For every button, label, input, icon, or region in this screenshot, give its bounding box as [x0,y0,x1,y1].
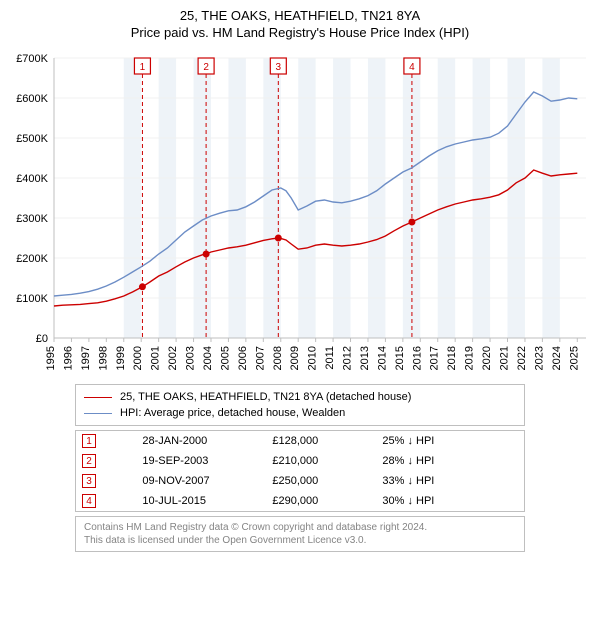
svg-text:2: 2 [203,62,209,73]
svg-text:2006: 2006 [237,346,249,370]
svg-text:2005: 2005 [219,346,231,370]
svg-text:£300K: £300K [16,213,48,225]
svg-text:£400K: £400K [16,173,48,185]
footer-attribution: Contains HM Land Registry data © Crown c… [75,516,525,552]
svg-text:2000: 2000 [132,346,144,370]
row-date: 28-JAN-2000 [136,431,266,452]
svg-text:2019: 2019 [464,346,476,370]
chart-legend: 25, THE OAKS, HEATHFIELD, TN21 8YA (deta… [75,384,525,426]
svg-text:2023: 2023 [533,346,545,370]
legend-label: 25, THE OAKS, HEATHFIELD, TN21 8YA (deta… [120,391,411,403]
svg-text:1997: 1997 [80,346,92,370]
row-marker: 1 [82,434,96,448]
svg-text:2008: 2008 [272,346,284,370]
svg-text:£500K: £500K [16,133,48,145]
footer-line-1: Contains HM Land Registry data © Crown c… [84,521,516,534]
svg-text:£700K: £700K [16,53,48,65]
svg-text:1998: 1998 [97,346,109,370]
svg-text:2021: 2021 [499,346,511,370]
svg-text:2020: 2020 [481,346,493,370]
svg-text:1999: 1999 [115,346,127,370]
row-delta: 30% ↓ HPI [376,491,524,512]
row-price: £290,000 [266,491,376,512]
svg-text:1: 1 [140,62,146,73]
svg-text:2025: 2025 [568,346,580,370]
svg-text:2015: 2015 [394,346,406,370]
row-marker: 2 [82,454,96,468]
table-row: 2 19-SEP-2003£210,00028% ↓ HPI [76,451,525,471]
row-delta: 28% ↓ HPI [376,451,524,471]
svg-text:1996: 1996 [62,346,74,370]
svg-text:4: 4 [409,62,415,73]
legend-swatch [84,413,112,414]
svg-text:2022: 2022 [516,346,528,370]
svg-text:2010: 2010 [307,346,319,370]
svg-text:2024: 2024 [551,346,563,370]
svg-text:2002: 2002 [167,346,179,370]
row-marker: 4 [82,494,96,508]
legend-label: HPI: Average price, detached house, Weal… [120,407,345,419]
svg-text:£0: £0 [36,333,48,345]
row-delta: 25% ↓ HPI [376,431,524,452]
page-subtitle: Price paid vs. HM Land Registry's House … [4,25,596,40]
svg-text:2011: 2011 [324,346,336,370]
svg-text:1995: 1995 [45,346,57,370]
svg-text:2009: 2009 [289,346,301,370]
svg-text:£200K: £200K [16,253,48,265]
legend-row: 25, THE OAKS, HEATHFIELD, TN21 8YA (deta… [84,389,516,405]
row-marker: 3 [82,474,96,488]
row-date: 09-NOV-2007 [136,471,266,491]
sales-table: 1 28-JAN-2000£128,00025% ↓ HPI 2 19-SEP-200… [75,430,525,512]
svg-text:2016: 2016 [411,346,423,370]
svg-text:£600K: £600K [16,93,48,105]
row-price: £128,000 [266,431,376,452]
page-title: 25, THE OAKS, HEATHFIELD, TN21 8YA [4,8,596,23]
table-row: 3 09-NOV-2007£250,00033% ↓ HPI [76,471,525,491]
svg-text:£100K: £100K [16,293,48,305]
row-date: 10-JUL-2015 [136,491,266,512]
svg-text:2013: 2013 [359,346,371,370]
svg-text:2001: 2001 [150,346,162,370]
price-chart: £0 £100K £200K £300K £400K £500K £600K £700K 199… [4,48,596,378]
svg-text:2012: 2012 [342,346,354,370]
svg-text:2018: 2018 [446,346,458,370]
row-date: 19-SEP-2003 [136,451,266,471]
table-row: 4 10-JUL-2015£290,00030% ↓ HPI [76,491,525,512]
svg-text:3: 3 [276,62,282,73]
svg-text:2007: 2007 [254,346,266,370]
row-price: £250,000 [266,471,376,491]
row-price: £210,000 [266,451,376,471]
footer-line-2: This data is licensed under the Open Gov… [84,534,516,547]
svg-text:2004: 2004 [202,346,214,370]
table-row: 1 28-JAN-2000£128,00025% ↓ HPI [76,431,525,452]
row-delta: 33% ↓ HPI [376,471,524,491]
svg-text:2017: 2017 [429,346,441,370]
legend-swatch [84,397,112,398]
legend-row: HPI: Average price, detached house, Weal… [84,405,516,421]
svg-text:2014: 2014 [376,346,388,370]
svg-text:2003: 2003 [185,346,197,370]
